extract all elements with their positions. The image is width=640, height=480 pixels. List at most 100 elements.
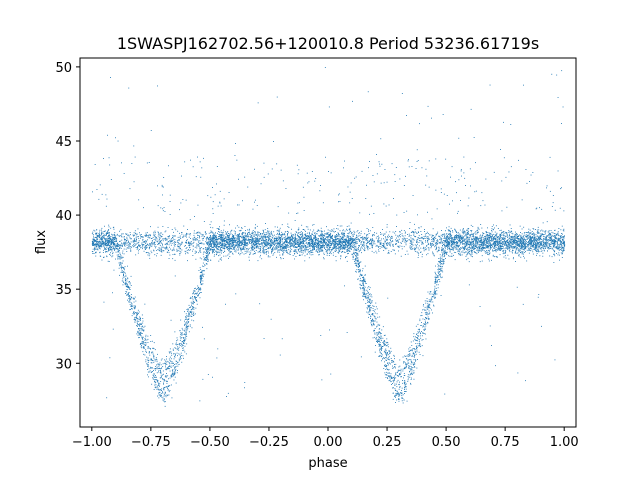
data-point (109, 244, 111, 246)
data-point (357, 257, 359, 259)
data-point (509, 245, 511, 247)
data-point (159, 395, 161, 397)
data-point (98, 246, 100, 247)
data-point (409, 370, 411, 372)
data-point (136, 312, 138, 314)
data-point (150, 238, 152, 239)
data-point (331, 244, 333, 245)
data-point (218, 255, 219, 257)
data-point (510, 243, 512, 244)
data-point (511, 232, 513, 234)
data-point (160, 359, 162, 361)
data-point (285, 188, 287, 189)
data-point (271, 249, 273, 251)
data-point (109, 357, 111, 359)
data-point (430, 247, 432, 249)
data-point (215, 250, 216, 252)
data-point (457, 245, 459, 247)
data-point (536, 240, 538, 242)
data-point (174, 366, 176, 368)
data-point (154, 384, 156, 386)
data-point (562, 106, 564, 108)
data-point (306, 253, 308, 255)
data-point (365, 296, 367, 297)
data-point (139, 323, 141, 325)
data-point (427, 211, 428, 213)
data-point (282, 243, 284, 245)
data-point (334, 235, 336, 236)
data-point (424, 300, 426, 302)
data-point (314, 236, 315, 238)
data-point (297, 235, 299, 237)
data-point (187, 323, 189, 325)
data-point (443, 234, 445, 236)
data-point (328, 241, 329, 243)
data-point (103, 246, 105, 248)
data-point (175, 342, 177, 344)
data-point (309, 248, 311, 249)
data-point (379, 348, 381, 350)
data-point (220, 205, 222, 207)
data-point (444, 252, 446, 254)
data-point (435, 245, 437, 246)
data-point (346, 260, 348, 262)
data-point (466, 233, 468, 235)
data-point (519, 246, 521, 248)
data-point (426, 312, 428, 314)
data-point (210, 230, 212, 232)
data-point (428, 249, 430, 251)
data-point (425, 322, 426, 323)
data-point (447, 238, 449, 240)
data-point (472, 237, 474, 239)
data-point (337, 225, 339, 226)
data-point (310, 251, 312, 253)
data-point (151, 351, 153, 353)
data-point (165, 363, 166, 364)
data-point (394, 396, 396, 397)
data-point (483, 242, 485, 244)
data-point (173, 249, 175, 251)
data-point (534, 240, 536, 242)
data-point (170, 248, 171, 250)
data-point (481, 236, 483, 238)
data-point (430, 234, 432, 236)
data-point (115, 238, 117, 239)
data-point (514, 247, 516, 248)
data-point (360, 274, 362, 275)
data-point (200, 251, 202, 253)
data-point (445, 237, 447, 239)
data-point (497, 238, 499, 240)
data-point (186, 321, 187, 323)
data-point (425, 238, 427, 239)
data-point (187, 243, 189, 245)
data-point (391, 384, 392, 385)
data-point (108, 243, 109, 245)
data-point (432, 301, 434, 303)
data-point (102, 236, 104, 237)
data-point (536, 243, 538, 245)
data-point (165, 366, 166, 368)
data-point (427, 303, 429, 305)
data-point (529, 235, 531, 237)
data-point (117, 251, 119, 253)
data-point (128, 235, 130, 237)
data-point (277, 237, 279, 239)
data-point (418, 254, 419, 256)
data-point (474, 251, 476, 253)
data-point (371, 250, 373, 252)
data-point (166, 247, 167, 249)
data-point (382, 358, 384, 359)
data-point (299, 240, 301, 242)
data-point (353, 253, 355, 255)
data-point (239, 245, 241, 247)
data-point (508, 232, 510, 233)
data-point (365, 297, 367, 299)
data-point (270, 240, 272, 241)
data-point (332, 247, 334, 248)
data-point (522, 235, 524, 237)
data-point (233, 243, 234, 245)
data-point (105, 248, 107, 250)
data-point (180, 244, 182, 245)
data-point (401, 376, 402, 378)
data-point (142, 248, 143, 250)
